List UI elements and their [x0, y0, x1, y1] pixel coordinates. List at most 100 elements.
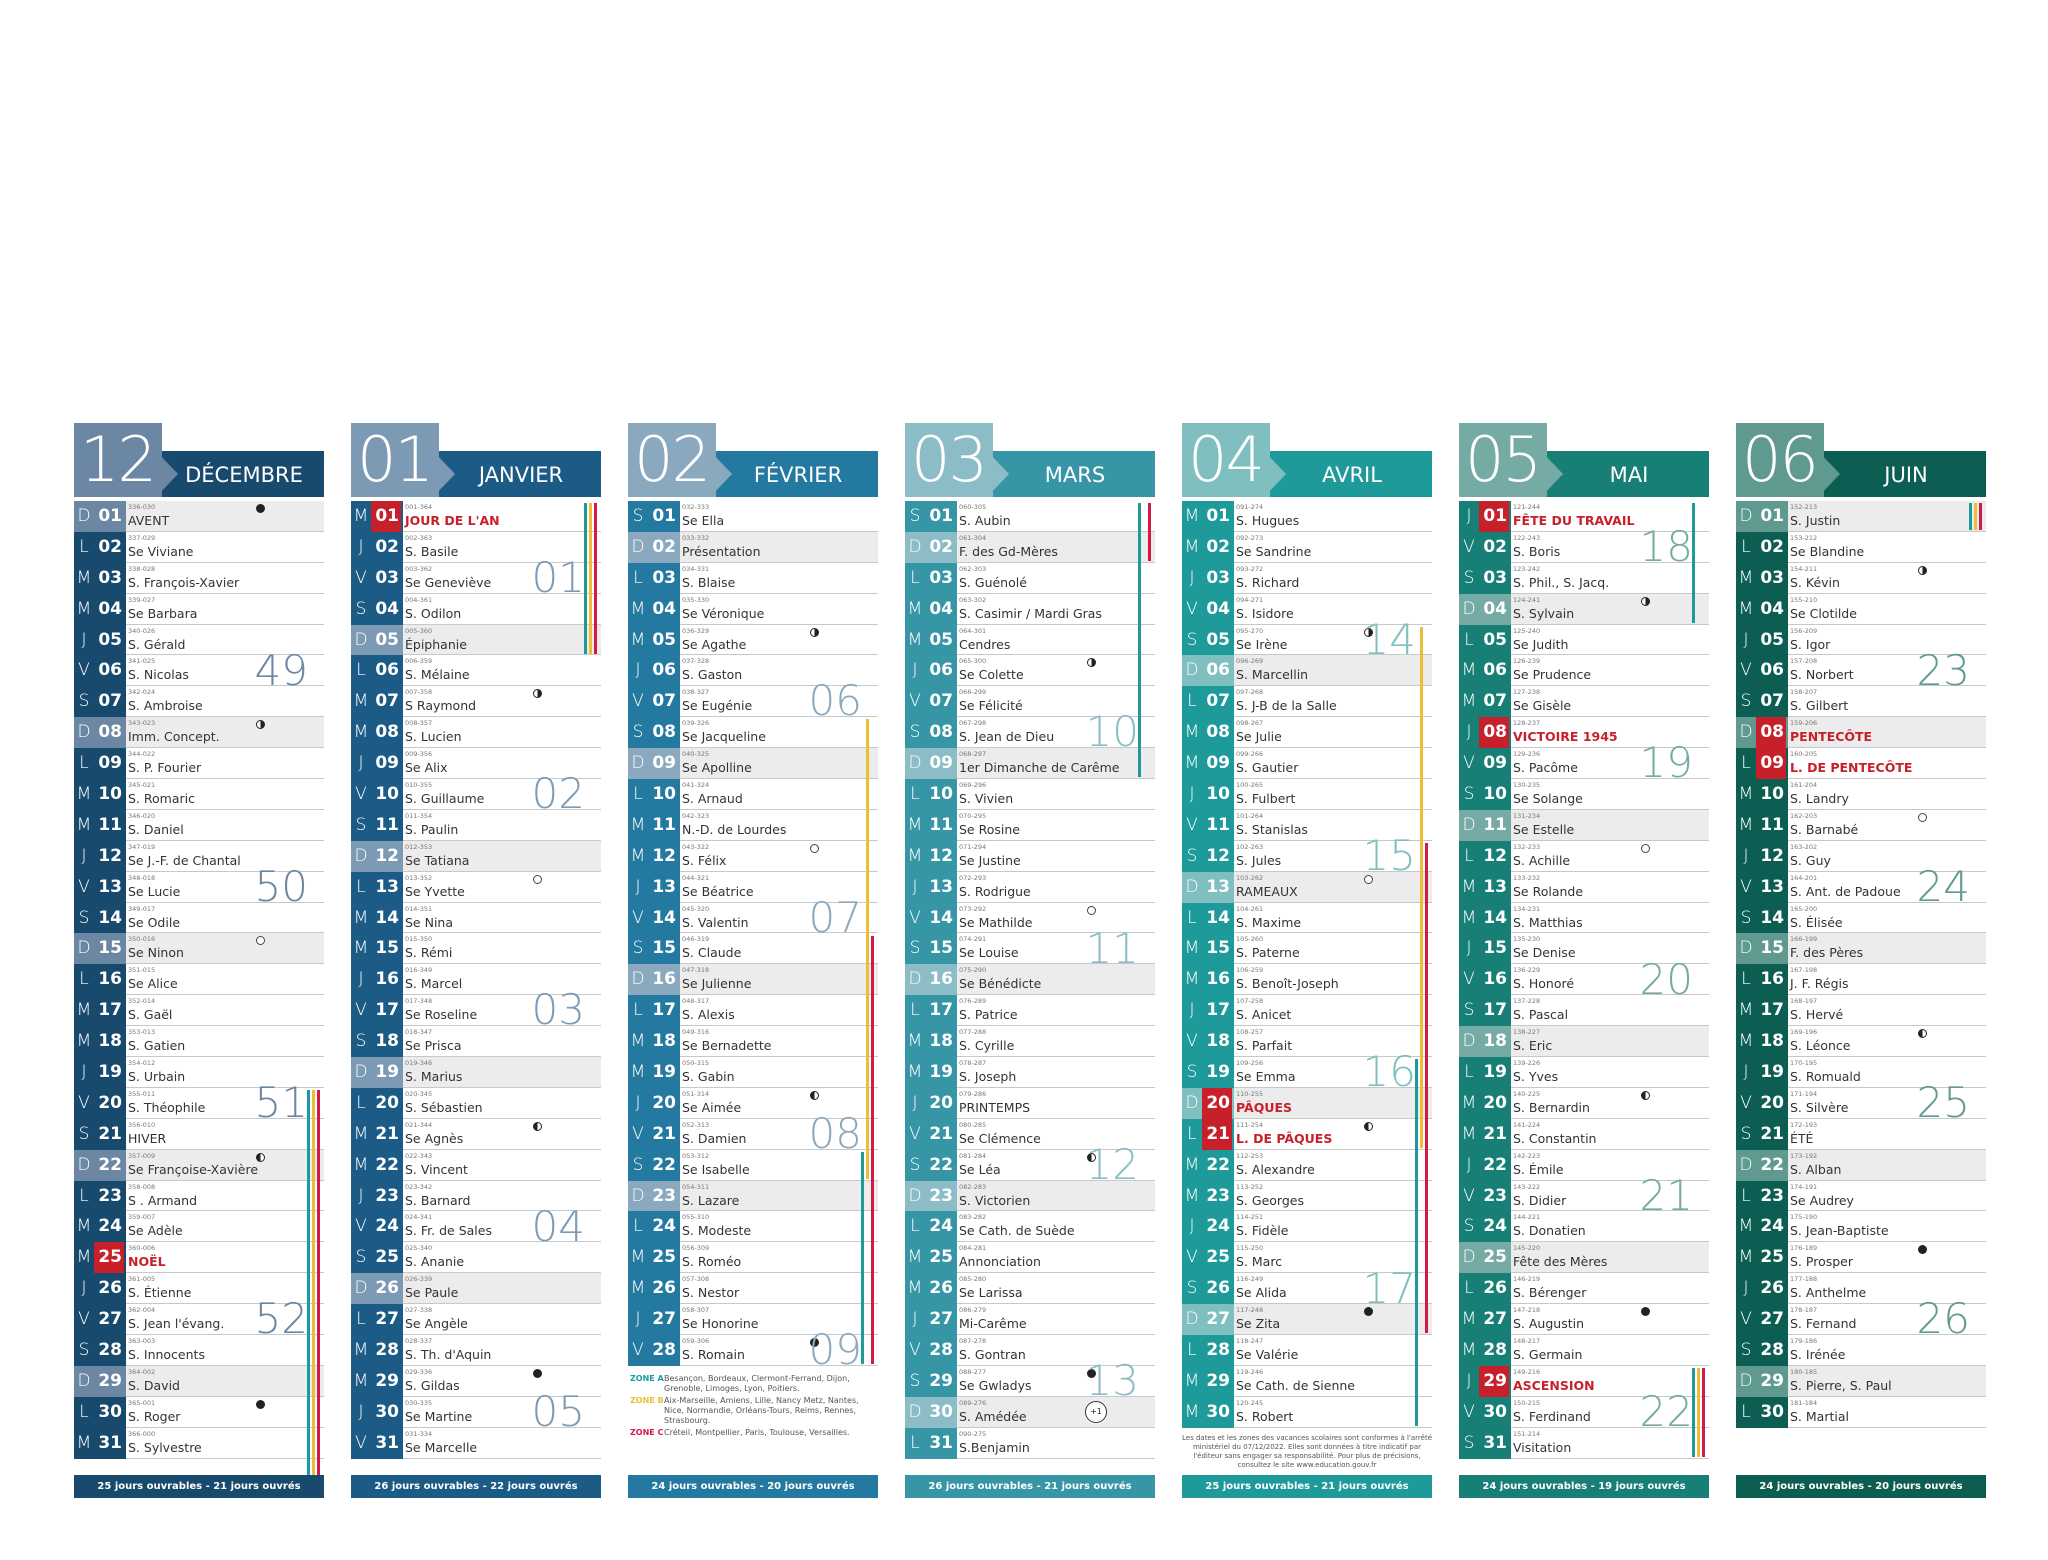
- day-row[interactable]: S 18 018-347 Se Prisca: [351, 1026, 601, 1058]
- day-row[interactable]: S 07 158-207 S. Gilbert: [1736, 686, 1986, 718]
- day-row[interactable]: V 16 136-229 S. Honoré: [1459, 964, 1709, 996]
- day-row[interactable]: D 29 180-185 S. Pierre, S. Paul: [1736, 1365, 1986, 1398]
- day-row[interactable]: D 25 145-220 Fête des Mères: [1459, 1242, 1709, 1274]
- day-row[interactable]: V 20 171-194 S. Silvère: [1736, 1087, 1986, 1120]
- day-row[interactable]: M 24 359-007 Se Adèle: [74, 1211, 324, 1243]
- day-row[interactable]: V 27 362-004 S. Jean l'évang.: [74, 1304, 324, 1336]
- day-row[interactable]: D 15 166-199 F. des Pères: [1736, 933, 1986, 965]
- day-row[interactable]: M 14 134-231 S. Matthias: [1459, 902, 1709, 934]
- day-row[interactable]: V 11 101-264 S. Stanislas: [1182, 809, 1432, 842]
- day-row[interactable]: S 10 130-235 Se Solange: [1459, 779, 1709, 811]
- day-row[interactable]: J 12 163-202 S. Guy: [1736, 840, 1986, 873]
- day-row[interactable]: S 01 032-333 Se Ella: [628, 501, 878, 533]
- day-row[interactable]: D 22 173-192 S. Alban: [1736, 1149, 1986, 1182]
- day-row[interactable]: S 22 081-284 Se Léa: [905, 1149, 1155, 1182]
- day-row[interactable]: L 02 153-212 Se Blandine: [1736, 531, 1986, 564]
- day-row[interactable]: L 24 055-310 S. Modeste: [628, 1211, 878, 1243]
- day-row[interactable]: M 08 008-357 S. Lucien: [351, 717, 601, 749]
- day-row[interactable]: D 08 343-023 Imm. Concept.: [74, 717, 324, 749]
- day-row[interactable]: D 04 124-241 S. Sylvain: [1459, 593, 1709, 626]
- day-row[interactable]: J 13 072-293 S. Rodrigue: [905, 871, 1155, 904]
- day-row[interactable]: D 22 357-009 Se Françoise-Xavière: [74, 1149, 324, 1182]
- day-row[interactable]: D 23 054-311 S. Lazare: [628, 1180, 878, 1212]
- day-row[interactable]: S 15 046-319 S. Claude: [628, 933, 878, 965]
- day-row[interactable]: M 18 049-316 Se Bernadette: [628, 1026, 878, 1058]
- day-row[interactable]: V 06 341-025 S. Nicolas: [74, 655, 324, 687]
- day-row[interactable]: V 21 052-313 S. Damien: [628, 1118, 878, 1151]
- day-row[interactable]: M 20 140-225 S. Bernardin: [1459, 1087, 1709, 1120]
- day-row[interactable]: M 17 352-014 S. Gaël: [74, 995, 324, 1027]
- day-row[interactable]: V 24 024-341 S. Fr. de Sales: [351, 1211, 601, 1243]
- day-row[interactable]: M 31 366-000 S. Sylvestre: [74, 1427, 324, 1460]
- day-row[interactable]: J 02 002-363 S. Basile: [351, 531, 601, 564]
- day-row[interactable]: J 01 121-244 FÊTE DU TRAVAIL: [1459, 501, 1709, 533]
- day-row[interactable]: L 17 048-317 S. Alexis: [628, 995, 878, 1027]
- day-row[interactable]: V 23 143-222 S. Didier: [1459, 1180, 1709, 1212]
- day-row[interactable]: M 10 161-204 S. Landry: [1736, 779, 1986, 811]
- day-row[interactable]: M 18 077-288 S. Cyrille: [905, 1026, 1155, 1058]
- day-row[interactable]: M 03 338-028 S. François-Xavier: [74, 562, 324, 595]
- day-row[interactable]: V 21 080-285 Se Clémence: [905, 1118, 1155, 1151]
- day-row[interactable]: M 28 148-217 S. Germain: [1459, 1335, 1709, 1367]
- day-row[interactable]: D 18 138-227 S. Eric: [1459, 1026, 1709, 1058]
- day-row[interactable]: L 17 076-289 S. Patrice: [905, 995, 1155, 1027]
- day-row[interactable]: M 04 035-330 Se Véronique: [628, 593, 878, 626]
- day-row[interactable]: M 08 098-267 Se Julie: [1182, 717, 1432, 749]
- day-row[interactable]: S 15 074-291 Se Louise: [905, 933, 1155, 965]
- day-row[interactable]: M 18 169-196 S. Léonce: [1736, 1026, 1986, 1058]
- day-row[interactable]: J 27 086-279 Mi-Carême: [905, 1304, 1155, 1336]
- day-row[interactable]: M 01 001-364 JOUR DE L'AN: [351, 501, 601, 533]
- day-row[interactable]: V 10 010-355 S. Guillaume: [351, 779, 601, 811]
- day-row[interactable]: M 26 085-280 Se Larissa: [905, 1273, 1155, 1305]
- day-row[interactable]: J 20 051-314 Se Aimée: [628, 1087, 878, 1120]
- day-row[interactable]: V 20 355-011 S. Théophile: [74, 1087, 324, 1120]
- day-row[interactable]: V 28 087-278 S. Gontran: [905, 1335, 1155, 1367]
- day-row[interactable]: J 09 009-356 Se Alix: [351, 748, 601, 780]
- day-row[interactable]: L 23 358-008 S . Armand: [74, 1180, 324, 1212]
- day-row[interactable]: M 27 147-218 S. Augustin: [1459, 1304, 1709, 1336]
- day-row[interactable]: M 24 175-190 S. Jean-Baptiste: [1736, 1211, 1986, 1243]
- day-row[interactable]: J 13 044-321 Se Béatrice: [628, 871, 878, 904]
- day-row[interactable]: M 17 168-197 S. Hervé: [1736, 995, 1986, 1027]
- day-row[interactable]: M 15 015-350 S. Rémi: [351, 933, 601, 965]
- day-row[interactable]: D 13 103-262 RAMEAUX: [1182, 871, 1432, 904]
- day-row[interactable]: D 23 082-283 S. Victorien: [905, 1180, 1155, 1212]
- day-row[interactable]: V 14 045-320 S. Valentin: [628, 902, 878, 934]
- day-row[interactable]: J 24 114-251 S. Fidèle: [1182, 1211, 1432, 1243]
- day-row[interactable]: L 09 344-022 S. P. Fourier: [74, 748, 324, 780]
- day-row[interactable]: M 25 056-309 S. Roméo: [628, 1242, 878, 1274]
- day-row[interactable]: V 06 157-208 S. Norbert: [1736, 655, 1986, 687]
- day-row[interactable]: D 16 047-318 Se Julienne: [628, 964, 878, 996]
- day-row[interactable]: L 02 337-029 Se Viviane: [74, 531, 324, 564]
- day-row[interactable]: M 04 063-302 S. Casimir / Mardi Gras: [905, 593, 1155, 626]
- day-row[interactable]: L 09 160-205 L. DE PENTECÔTE: [1736, 748, 1986, 780]
- day-row[interactable]: J 05 156-209 S. Igor: [1736, 624, 1986, 656]
- day-row[interactable]: M 09 099-266 S. Gautier: [1182, 748, 1432, 780]
- day-row[interactable]: L 24 083-282 Se Cath. de Suède: [905, 1211, 1155, 1243]
- day-row[interactable]: M 15 105-260 S. Paterne: [1182, 933, 1432, 965]
- day-row[interactable]: L 16 167-198 J. F. Régis: [1736, 964, 1986, 996]
- day-row[interactable]: S 26 116-249 Se Alida: [1182, 1273, 1432, 1305]
- day-row[interactable]: M 19 050-315 S. Gabin: [628, 1057, 878, 1089]
- day-row[interactable]: M 25 084-281 Annonciation: [905, 1242, 1155, 1274]
- day-row[interactable]: M 10 345-021 S. Romaric: [74, 779, 324, 811]
- day-row[interactable]: J 27 058-307 Se Honorine: [628, 1304, 878, 1336]
- day-row[interactable]: L 28 118-247 Se Valérie: [1182, 1335, 1432, 1367]
- day-row[interactable]: V 13 164-201 S. Ant. de Padoue: [1736, 871, 1986, 904]
- day-row[interactable]: L 06 006-359 S. Mélaine: [351, 655, 601, 687]
- day-row[interactable]: V 25 115-250 S. Marc: [1182, 1242, 1432, 1274]
- day-row[interactable]: M 12 071-294 Se Justine: [905, 840, 1155, 873]
- day-row[interactable]: D 29 364-002 S. David: [74, 1365, 324, 1398]
- day-row[interactable]: V 27 178-187 S. Fernand: [1736, 1304, 1986, 1336]
- day-row[interactable]: V 14 073-292 Se Mathilde: [905, 902, 1155, 934]
- day-row[interactable]: D 02 033-332 Présentation: [628, 531, 878, 564]
- day-row[interactable]: V 13 348-018 Se Lucie: [74, 871, 324, 904]
- day-row[interactable]: S 17 137-228 S. Pascal: [1459, 995, 1709, 1027]
- day-row[interactable]: L 23 174-191 Se Audrey: [1736, 1180, 1986, 1212]
- day-row[interactable]: S 19 109-256 Se Emma: [1182, 1057, 1432, 1089]
- day-row[interactable]: L 03 034-331 S. Blaise: [628, 562, 878, 595]
- day-row[interactable]: M 25 176-189 S. Prosper: [1736, 1242, 1986, 1274]
- day-row[interactable]: M 02 092-273 Se Sandrine: [1182, 531, 1432, 564]
- day-row[interactable]: L 16 351-015 Se Alice: [74, 964, 324, 996]
- day-row[interactable]: L 21 111-254 L. DE PÂQUES: [1182, 1118, 1432, 1151]
